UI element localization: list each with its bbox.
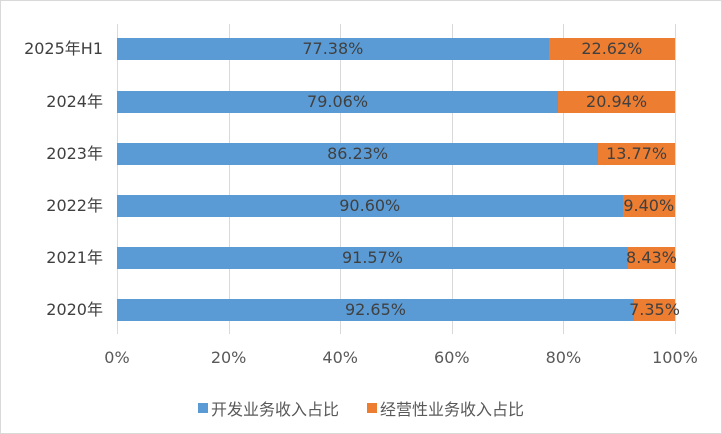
x-tick-label: 40% bbox=[322, 348, 358, 367]
x-tick-label: 0% bbox=[104, 348, 130, 367]
gridline bbox=[229, 24, 230, 334]
gridline bbox=[563, 24, 564, 334]
gridline bbox=[452, 24, 453, 334]
bar-operating bbox=[633, 299, 675, 321]
legend-swatch-icon bbox=[367, 403, 377, 413]
legend-label: 开发业务收入占比 bbox=[210, 400, 339, 419]
bar-development bbox=[117, 195, 623, 217]
bar-development bbox=[117, 247, 628, 269]
data-label: 92.65% bbox=[344, 300, 406, 319]
bar-row: 2022年 90.60% 9.40% bbox=[46, 195, 675, 217]
data-label: 79.06% bbox=[307, 92, 369, 111]
data-label: 77.38% bbox=[302, 39, 364, 58]
bar-development bbox=[117, 143, 599, 165]
plot-area: 2025年H1 77.38% 22.62% 2024年 79.06% 20.94% 2023… bbox=[24, 24, 680, 334]
bar-row: 2025年H1 77.38% 22.62% bbox=[24, 38, 675, 60]
category-label: 2025年H1 bbox=[24, 39, 103, 58]
bar-development bbox=[117, 299, 634, 321]
bar-operating bbox=[548, 38, 675, 60]
bar-development bbox=[117, 91, 559, 113]
category-label: 2023年 bbox=[46, 144, 103, 163]
bar-operating bbox=[598, 143, 675, 165]
x-tick-label: 80% bbox=[545, 348, 582, 367]
gridline bbox=[675, 24, 676, 334]
legend-label: 经营性业务收入占比 bbox=[380, 400, 525, 419]
bar-row: 2024年 79.06% 20.94% bbox=[46, 91, 675, 113]
bar-development bbox=[117, 38, 549, 60]
bar-row: 2021年 91.57% 8.43% bbox=[46, 247, 677, 269]
category-label: 2022年 bbox=[46, 196, 103, 215]
x-tick-label: 20% bbox=[210, 348, 247, 367]
bar-row: 2020年 92.65% 7.35% bbox=[46, 299, 680, 321]
category-label: 2020年 bbox=[46, 300, 103, 319]
data-label: 7.35% bbox=[629, 300, 680, 319]
data-label: 8.43% bbox=[626, 248, 677, 267]
x-tick-label: 60% bbox=[434, 348, 470, 367]
bar-operating bbox=[627, 247, 675, 269]
bar-row: 2023年 86.23% 13.77% bbox=[46, 143, 675, 165]
data-label: 22.62% bbox=[581, 39, 643, 58]
category-label: 2024年 bbox=[46, 92, 103, 111]
data-label: 9.40% bbox=[623, 196, 675, 215]
bar-operating bbox=[558, 91, 675, 113]
category-label: 2021年 bbox=[46, 248, 103, 267]
gridline bbox=[340, 24, 341, 334]
data-label: 20.94% bbox=[586, 92, 648, 111]
bar-operating bbox=[622, 195, 675, 217]
legend-item: 开发业务收入占比 bbox=[197, 396, 339, 420]
data-label: 13.77% bbox=[606, 144, 668, 163]
gridline bbox=[117, 24, 118, 334]
data-label: 86.23% bbox=[327, 144, 389, 163]
data-label: 91.57% bbox=[341, 248, 403, 267]
x-tick-label: 100% bbox=[652, 348, 698, 367]
legend-swatch-icon bbox=[197, 403, 208, 413]
data-label: 90.60% bbox=[339, 196, 401, 215]
legend: 开发业务收入占比 经营性业务收入占比 bbox=[0, 396, 722, 420]
legend-item: 经营性业务收入占比 bbox=[367, 396, 524, 420]
